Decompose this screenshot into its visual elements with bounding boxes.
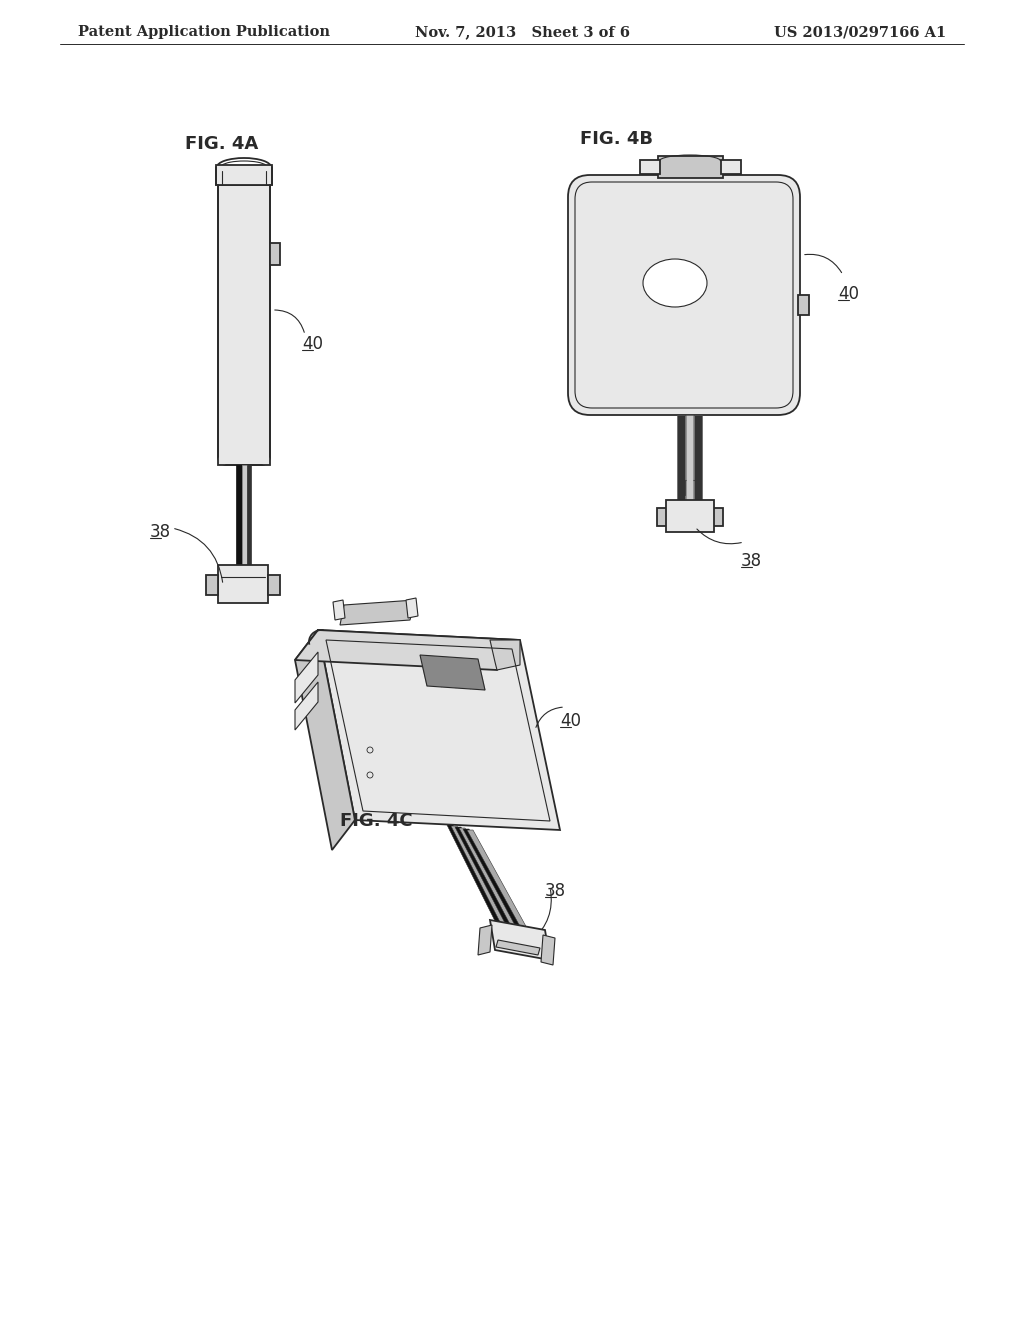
Bar: [218, 565, 268, 603]
Bar: [713, 508, 723, 525]
Text: FIG. 4A: FIG. 4A: [185, 135, 258, 153]
Polygon shape: [541, 935, 555, 965]
Bar: [694, 414, 702, 500]
Bar: [657, 508, 667, 525]
Bar: [216, 165, 272, 185]
Bar: [640, 160, 659, 174]
Bar: [677, 414, 685, 500]
Bar: [798, 294, 809, 315]
Polygon shape: [295, 652, 318, 704]
Polygon shape: [459, 828, 518, 928]
Polygon shape: [295, 630, 355, 850]
Text: 40: 40: [838, 285, 859, 304]
Polygon shape: [490, 920, 550, 960]
Polygon shape: [318, 630, 560, 830]
Text: Nov. 7, 2013   Sheet 3 of 6: Nov. 7, 2013 Sheet 3 of 6: [415, 25, 630, 40]
Text: 40: 40: [560, 711, 581, 730]
Ellipse shape: [643, 259, 707, 308]
Bar: [270, 243, 280, 265]
Polygon shape: [451, 826, 508, 927]
Text: FIG. 4C: FIG. 4C: [340, 812, 413, 830]
Polygon shape: [420, 655, 485, 690]
Bar: [721, 160, 740, 174]
Bar: [236, 465, 242, 565]
Polygon shape: [447, 825, 503, 925]
Text: Patent Application Publication: Patent Application Publication: [78, 25, 330, 40]
Bar: [686, 414, 693, 500]
Text: 38: 38: [545, 882, 566, 900]
Polygon shape: [340, 601, 415, 624]
Bar: [247, 465, 251, 565]
Polygon shape: [496, 940, 540, 954]
Bar: [242, 465, 247, 565]
Bar: [657, 156, 723, 178]
Bar: [268, 576, 280, 595]
Polygon shape: [467, 830, 528, 931]
Bar: [666, 500, 714, 532]
FancyBboxPatch shape: [568, 176, 800, 414]
Text: 38: 38: [150, 523, 171, 541]
Polygon shape: [478, 925, 492, 954]
Bar: [674, 513, 706, 528]
Polygon shape: [333, 601, 345, 620]
Text: US 2013/0297166 A1: US 2013/0297166 A1: [774, 25, 946, 40]
Polygon shape: [406, 598, 418, 618]
Text: 38: 38: [741, 552, 762, 570]
Polygon shape: [295, 682, 318, 730]
Text: FIG. 4B: FIG. 4B: [580, 129, 653, 148]
Polygon shape: [463, 829, 523, 929]
Text: 40: 40: [302, 335, 323, 352]
Bar: [218, 185, 270, 465]
Polygon shape: [455, 828, 513, 927]
Bar: [206, 576, 218, 595]
Polygon shape: [490, 640, 520, 671]
Polygon shape: [295, 630, 520, 671]
